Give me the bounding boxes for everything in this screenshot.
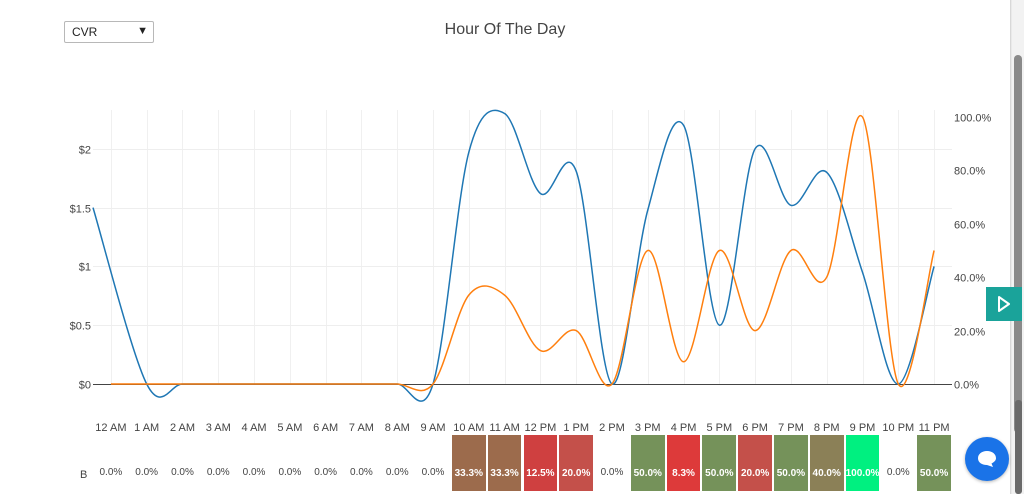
- heatmap-cell: 33.3%: [450, 434, 487, 492]
- heatmap-cell: 0.0%: [415, 434, 451, 492]
- heatmap-cell-value: 0.0%: [278, 467, 302, 478]
- scrollbar-thumb[interactable]: [1014, 55, 1022, 433]
- heatmap-cell-value: 0.0%: [600, 467, 624, 478]
- y-left-tick-label: $1: [79, 262, 91, 274]
- heatmap-cell-value: 50.0%: [705, 468, 734, 479]
- heatmap-cell-value: 50.0%: [919, 468, 949, 479]
- x-tick-label: 8 PM: [814, 422, 840, 434]
- heatmap-cell: 0.0%: [308, 434, 344, 492]
- heatmap-cell-value: 0.0%: [314, 467, 338, 478]
- series-line-cvr: [110, 114, 935, 392]
- x-tick-label: 7 AM: [349, 422, 374, 434]
- heatmap-cell: 0.0%: [880, 434, 916, 492]
- heatmap-cell-value: 40.0%: [812, 468, 841, 479]
- heatmap-cell: 50.0%: [773, 434, 809, 492]
- x-tick-label: 3 AM: [206, 422, 231, 434]
- y-right-tick-label: 80.0%: [954, 166, 985, 178]
- x-tick-label: 4 AM: [242, 422, 267, 434]
- heatmap-cell-value: 0.0%: [421, 467, 445, 478]
- x-tick-label: 2 PM: [599, 422, 625, 434]
- y-left-tick-label: $1.5: [70, 204, 91, 216]
- heatmap-cell-value: 33.3%: [490, 468, 519, 479]
- heatmap-cell: 0.0%: [236, 434, 272, 492]
- x-tick-label: 5 AM: [277, 422, 302, 434]
- chart-title: Hour Of The Day: [444, 21, 566, 38]
- heatmap-cell-value: 0.0%: [99, 467, 123, 478]
- heatmap-cell: 50.0%: [629, 434, 666, 492]
- heatmap-cell: 0.0%: [594, 434, 630, 492]
- heatmap-cell: 20.0%: [558, 434, 595, 492]
- x-tick-label: 12 PM: [524, 422, 556, 434]
- heatmap-cell: 0.0%: [200, 434, 236, 492]
- heatmap-cell-value: 0.0%: [886, 467, 910, 478]
- heatmap-cell-value: 0.0%: [350, 467, 373, 478]
- y-right-tick-label: 100.0%: [954, 113, 992, 125]
- dropdown-arrow-icon: ▼: [137, 25, 148, 37]
- heatmap-cell: 20.0%: [737, 434, 774, 492]
- scrollbar-thumb-secondary[interactable]: [1015, 400, 1022, 494]
- x-tick-label: 10 PM: [882, 422, 914, 434]
- heatmap-cell-value: 20.0%: [740, 468, 770, 479]
- heatmap-cell: 0.0%: [93, 434, 129, 492]
- page-scrollbar[interactable]: [1012, 0, 1024, 494]
- x-tick-label: 7 PM: [778, 422, 804, 434]
- x-tick-label: 6 PM: [742, 422, 768, 434]
- y-right-tick-label: 40.0%: [954, 273, 985, 285]
- heatmap-cell: 0.0%: [129, 434, 165, 492]
- heatmap-cell: 0.0%: [344, 434, 380, 492]
- heatmap-cell-value: 20.0%: [561, 468, 591, 479]
- metric-select-value: CVR: [72, 25, 98, 39]
- x-tick-label: 1 PM: [563, 422, 589, 434]
- y-left-tick-label: $2: [79, 145, 91, 157]
- x-tick-label: 9 PM: [850, 422, 876, 434]
- heatmap-cell-value: 0.0%: [242, 467, 266, 478]
- play-tab-button[interactable]: [986, 287, 1022, 321]
- x-tick-label: 11 AM: [489, 422, 519, 434]
- heatmap-cell: 50.0%: [701, 434, 738, 492]
- heatmap-cell-value: 50.0%: [776, 468, 806, 479]
- x-tick-label: 6 AM: [313, 422, 338, 434]
- play-triangle-icon: [998, 296, 1010, 312]
- heatmap-cell: 33.3%: [486, 434, 523, 492]
- x-tick-label: 2 AM: [170, 422, 195, 434]
- chat-launcher-button[interactable]: [965, 437, 1009, 481]
- heatmap-cell: 40.0%: [808, 434, 845, 492]
- x-tick-label: 8 AM: [385, 422, 410, 434]
- y-right-tick-label: 20.0%: [954, 327, 985, 339]
- x-tick-label: 5 PM: [707, 422, 733, 434]
- x-tick-label: 12 AM: [95, 422, 126, 434]
- x-tick-label: 11 PM: [919, 422, 950, 434]
- y-left-tick-label: $0: [79, 380, 91, 392]
- heatmap-cell-value: 0.0%: [206, 467, 230, 478]
- metric-select[interactable]: CVR ▼: [64, 21, 154, 43]
- heatmap-cell-value: 50.0%: [633, 468, 662, 479]
- x-tick-label: 3 PM: [635, 422, 661, 434]
- x-tick-label: 10 AM: [453, 422, 484, 434]
- chat-bubble-icon: [978, 451, 996, 467]
- x-tick-label: 9 AM: [420, 422, 445, 434]
- series-line-revenue: [92, 109, 935, 402]
- heatmap-cell: 8.3%: [665, 434, 702, 492]
- heatmap-row-label: B: [80, 469, 88, 481]
- y-right-tick-label: 60.0%: [954, 220, 985, 232]
- heatmap-cell: 100.0%: [844, 434, 881, 492]
- heatmap-cell-value: 100.0%: [845, 468, 880, 479]
- heatmap-cell-value: 12.5%: [526, 468, 555, 479]
- x-tick-label: 1 AM: [134, 422, 159, 434]
- heatmap-cell: 0.0%: [272, 434, 308, 492]
- heatmap-cell-value: 8.3%: [672, 468, 695, 479]
- heatmap-cell: 12.5%: [522, 434, 559, 492]
- y-left-tick-label: $0.5: [70, 321, 91, 333]
- heatmap-cell: 50.0%: [916, 434, 952, 492]
- heatmap-cell-value: 0.0%: [385, 467, 409, 478]
- y-right-tick-label: 0.0%: [954, 380, 979, 392]
- heatmap-cell-value: 33.3%: [454, 468, 483, 479]
- heatmap-cell-value: 0.0%: [135, 467, 159, 478]
- heatmap-cell: 0.0%: [165, 434, 201, 492]
- x-tick-label: 4 PM: [671, 422, 697, 434]
- heatmap-cell-value: 0.0%: [171, 467, 194, 478]
- heatmap-cell: 0.0%: [379, 434, 415, 492]
